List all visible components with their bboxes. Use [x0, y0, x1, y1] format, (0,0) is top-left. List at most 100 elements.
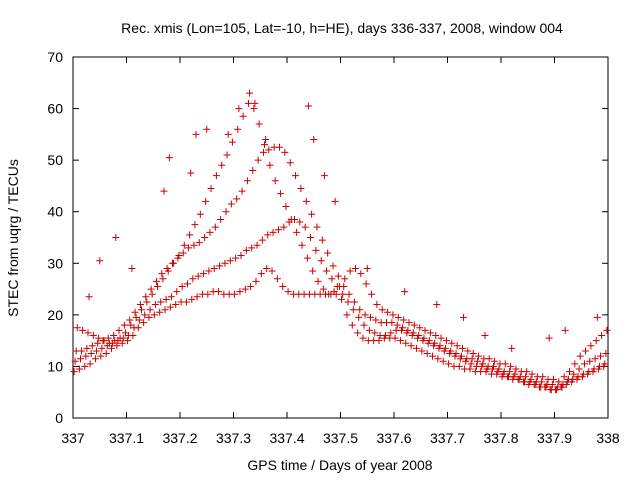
data-point: [165, 154, 173, 162]
data-point: [102, 350, 110, 358]
data-point: [506, 368, 514, 376]
data-point: [595, 362, 603, 370]
data-point: [83, 344, 91, 352]
data-point: [251, 99, 259, 107]
data-point: [350, 298, 358, 306]
data-point: [287, 215, 295, 223]
y-axis-label: STEC from uqrg / TECUs: [5, 159, 21, 317]
data-point: [190, 241, 198, 249]
data-point: [241, 285, 249, 293]
data-point: [310, 136, 318, 144]
data-point: [579, 370, 587, 378]
data-point: [384, 308, 392, 316]
data-point: [70, 368, 78, 376]
data-point: [538, 378, 546, 386]
data-point: [257, 270, 265, 278]
data-point: [455, 362, 463, 370]
data-point: [508, 344, 516, 352]
data-point: [346, 267, 354, 275]
data-point: [549, 375, 557, 383]
data-point: [564, 375, 572, 383]
data-point: [545, 334, 553, 342]
data-point: [280, 223, 288, 231]
data-point: [243, 177, 251, 185]
y-tick-label: 40: [47, 204, 63, 220]
data-point: [437, 334, 445, 342]
data-point: [108, 344, 116, 352]
data-point: [207, 185, 215, 193]
data-point: [79, 326, 87, 334]
data-point: [301, 223, 309, 231]
data-point: [193, 293, 201, 301]
data-point: [157, 298, 165, 306]
data-point: [394, 313, 402, 321]
data-point: [87, 350, 95, 358]
data-point: [436, 342, 444, 350]
data-point: [574, 373, 582, 381]
data-point: [178, 282, 186, 290]
data-point: [356, 306, 364, 314]
data-point: [490, 362, 498, 370]
data-point: [282, 203, 290, 211]
data-point: [458, 344, 466, 352]
data-point: [404, 326, 412, 334]
data-point: [307, 234, 315, 241]
data-point: [331, 197, 339, 205]
y-tick-label: 20: [47, 307, 63, 323]
data-point: [344, 298, 352, 306]
data-point: [372, 316, 380, 324]
data-point: [415, 331, 423, 339]
data-point: [142, 293, 150, 301]
data-point: [186, 231, 194, 239]
data-point: [357, 270, 365, 278]
data-point: [433, 301, 441, 309]
data-point: [151, 301, 159, 309]
data-point: [345, 290, 353, 298]
data-point: [464, 347, 472, 355]
data-point: [396, 337, 404, 345]
data-point: [495, 365, 503, 373]
data-point: [373, 301, 381, 309]
data-point: [363, 264, 371, 272]
data-point: [248, 244, 256, 252]
data-point: [601, 360, 609, 368]
data-point: [131, 308, 139, 316]
data-point: [365, 326, 373, 334]
data-point: [136, 301, 144, 309]
x-tick-label: 337.4: [269, 430, 304, 446]
y-tick-label: 0: [55, 410, 63, 426]
data-point: [217, 215, 225, 223]
data-point: [202, 197, 210, 205]
data-point: [381, 331, 389, 339]
data-point: [548, 380, 556, 388]
data-point: [276, 143, 284, 151]
data-point: [277, 190, 285, 198]
data-point: [216, 262, 224, 270]
data-point: [341, 275, 349, 283]
data-point: [582, 347, 590, 355]
data-point: [466, 365, 474, 373]
data-point: [222, 208, 230, 216]
data-point: [200, 270, 208, 278]
data-point: [528, 370, 536, 378]
data-point: [147, 285, 155, 293]
data-point: [366, 313, 374, 321]
data-point: [296, 218, 304, 226]
data-point: [237, 252, 245, 260]
data-point: [273, 275, 281, 283]
data-point: [189, 275, 197, 283]
data-point: [469, 350, 477, 358]
data-point: [297, 185, 305, 193]
data-point: [293, 228, 301, 236]
data-point: [194, 272, 202, 280]
data-point: [485, 355, 493, 363]
data-point: [118, 339, 126, 347]
data-point: [467, 360, 475, 368]
x-tick-label: 337.6: [376, 430, 411, 446]
data-point: [442, 337, 450, 345]
data-point: [132, 313, 140, 321]
data-point: [145, 313, 153, 321]
data-point: [111, 337, 119, 345]
data-point: [361, 311, 369, 319]
